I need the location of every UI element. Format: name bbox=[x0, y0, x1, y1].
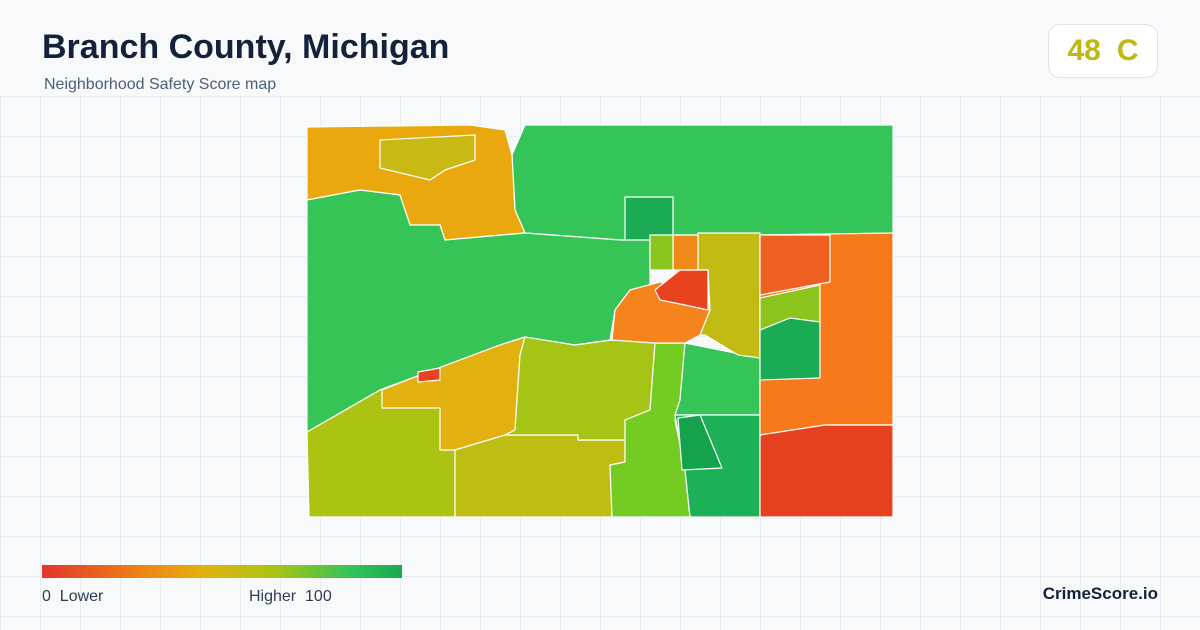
legend-min-value: 0 bbox=[42, 588, 51, 605]
region bbox=[649, 234, 674, 271]
region bbox=[759, 317, 821, 381]
title: Branch County, Michigan bbox=[42, 28, 450, 66]
brand: CrimeScore.io bbox=[1042, 584, 1158, 603]
region bbox=[454, 434, 626, 518]
region bbox=[677, 414, 723, 471]
legend-min: 0 Lower bbox=[42, 588, 103, 606]
score-badge: 48 C bbox=[1048, 24, 1158, 78]
header-bar bbox=[0, 0, 1200, 96]
region bbox=[672, 234, 699, 271]
legend-min-label: Lower bbox=[59, 588, 104, 605]
region bbox=[379, 134, 476, 181]
legend-gradient bbox=[42, 565, 402, 578]
region bbox=[759, 234, 831, 296]
subtitle: Neighborhood Safety Score map bbox=[44, 76, 277, 93]
legend-max-label: Higher bbox=[249, 588, 297, 605]
legend-max-value: 100 bbox=[305, 588, 332, 605]
region bbox=[511, 124, 894, 241]
region bbox=[417, 367, 441, 383]
region bbox=[759, 424, 894, 518]
legend-max: Higher 100 bbox=[249, 588, 332, 606]
score-grade: C bbox=[1116, 34, 1139, 67]
score-value: 48 bbox=[1067, 34, 1101, 67]
